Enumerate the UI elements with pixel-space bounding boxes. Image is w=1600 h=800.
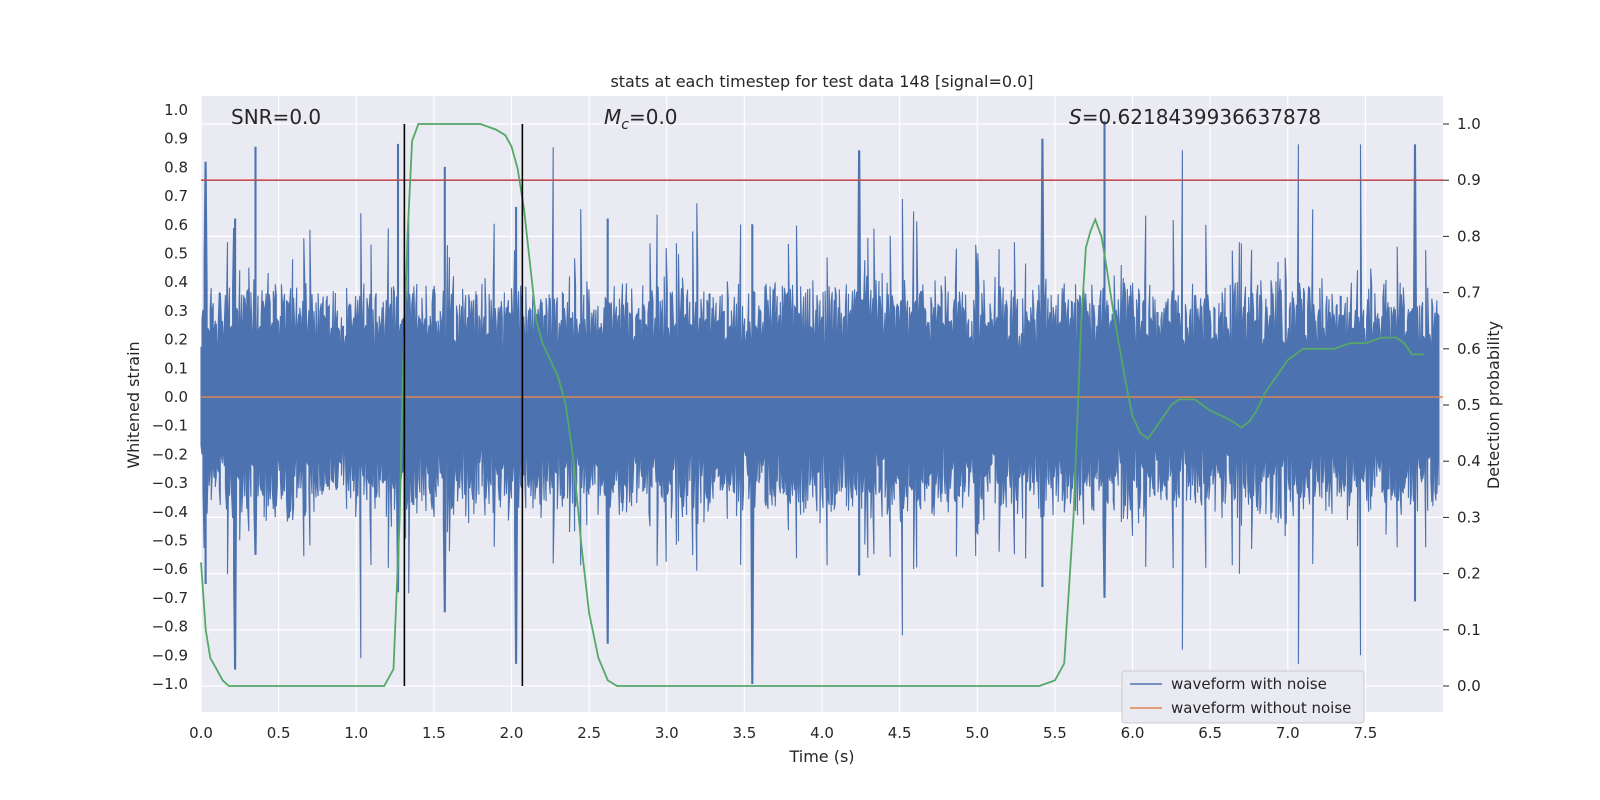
y-tick-label: −0.5 [152,532,188,550]
legend: waveform with noise waveform without noi… [1121,670,1365,724]
y-tick-label: 0.6 [164,216,188,234]
legend-label-noise: waveform with noise [1171,675,1327,693]
annotation-s-value: =0.6218439936637878 [1082,105,1321,129]
x-tick-label: 0.5 [267,724,291,742]
y-tick-label: −0.6 [152,560,188,578]
annotation-score: S=0.6218439936637878 [1069,105,1321,129]
annotation-snr-prefix: SNR= [231,105,289,129]
y-axis-ticks: −1.0 −0.9 −0.8 −0.7 −0.6 −0.5 −0.4 −0.3 −0.2 −0.1… [152,101,188,693]
x-tick-label: 2.0 [500,724,524,742]
annotation-snr: SNR=0.0 [231,105,321,129]
y-tick-label: 1.0 [164,101,188,119]
y2-tick-label: 0.9 [1457,171,1481,189]
annotation-mc-value: =0.0 [629,105,678,129]
y2-tick-label: 0.1 [1457,621,1481,639]
annotation-mc-symbol: M [604,105,621,129]
y2-tick-label: 0.7 [1457,284,1481,302]
y2-tick-label: 0.4 [1457,452,1481,470]
x-tick-label: 7.0 [1276,724,1300,742]
y2-tick-label: 0.6 [1457,340,1481,358]
y-tick-label: 0.2 [164,331,188,349]
y-tick-label: −0.2 [152,445,188,463]
y-tick-label: −0.4 [152,503,188,521]
x-tick-label: 6.0 [1121,724,1145,742]
x-tick-label: 3.5 [732,724,756,742]
x-tick-label: 1.5 [422,724,446,742]
chart-title: stats at each timestep for test data 148… [610,72,1033,91]
legend-box [1121,670,1365,724]
detection-probability-line [200,123,1425,687]
y2-tick-label: 0.5 [1457,396,1481,414]
y2-tick-label: 0.0 [1457,677,1481,695]
x-axis-label: Time (s) [788,747,854,766]
series-detection-probability [200,123,1425,687]
y-tick-label: 0.0 [164,388,188,406]
x-tick-label: 5.0 [965,724,989,742]
y-tick-label: 0.3 [164,302,188,320]
x-tick-label: 3.0 [655,724,679,742]
y-tick-label: 0.1 [164,359,188,377]
y2-axis-label: Detection probability [1484,321,1503,489]
y-tick-label: −0.8 [152,618,188,636]
y-tick-label: −0.1 [152,417,188,435]
y-tick-label: 0.7 [164,187,188,205]
x-axis-ticks: 0.0 0.5 1.0 1.5 2.0 2.5 3.0 3.5 4.0 4.5 5.0 5.5 6.0 6… [189,724,1377,742]
y2-tick-label: 0.2 [1457,565,1481,583]
y2-tick-label: 1.0 [1457,115,1481,133]
y2-axis-ticks: 0.0 0.1 0.2 0.3 0.4 0.5 0.6 0.7 0.8 0.9 1.0 [1443,115,1481,695]
annotation-snr-value: 0.0 [289,105,321,129]
x-tick-label: 4.0 [810,724,834,742]
y-tick-label: 0.4 [164,273,188,291]
y2-tick-label: 0.8 [1457,227,1481,245]
x-tick-label: 4.5 [888,724,912,742]
y-axis-label: Whitened strain [124,341,143,468]
y-tick-label: 0.8 [164,158,188,176]
vertical-markers [403,124,524,686]
y-tick-label: −0.9 [152,646,188,664]
y-tick-label: 0.5 [164,245,188,263]
y-tick-label: −0.3 [152,474,188,492]
annotation-chirp-mass: Mc=0.0 [604,105,678,133]
x-tick-label: 6.5 [1198,724,1222,742]
x-tick-label: 5.5 [1043,724,1067,742]
annotation-mc-subscript: c [621,117,629,133]
series-waveform-with-noise [200,120,1440,685]
y-tick-label: −1.0 [152,675,188,693]
x-tick-label: 1.0 [344,724,368,742]
annotation-s-symbol: S [1069,105,1082,129]
x-tick-label: 0.0 [189,724,213,742]
y-tick-label: 0.9 [164,130,188,148]
waveform-with-noise-line [200,120,1440,685]
y-tick-label: −0.7 [152,589,188,607]
y2-tick-label: 0.3 [1457,508,1481,526]
x-tick-label: 7.5 [1353,724,1377,742]
x-tick-label: 2.5 [577,724,601,742]
legend-label-clean: waveform without noise [1171,699,1351,717]
